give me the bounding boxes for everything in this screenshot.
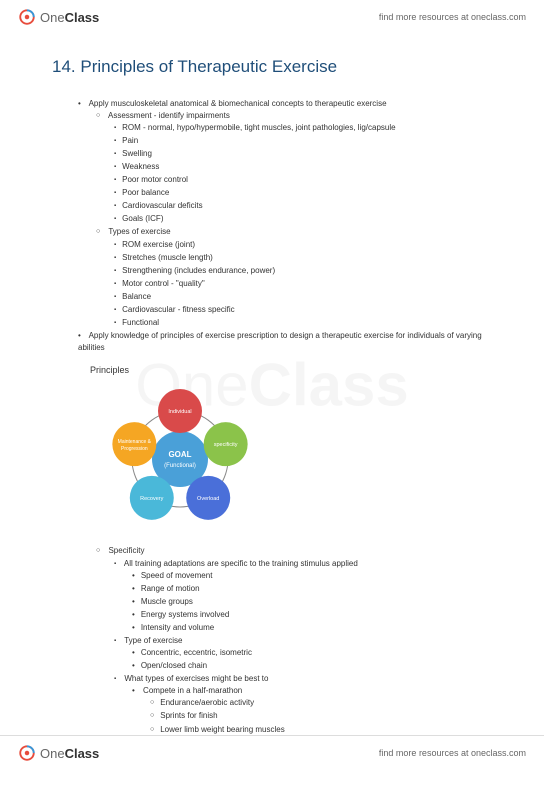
svg-text:(Functional): (Functional) — [164, 463, 196, 469]
page-header: OneClass find more resources at oneclass… — [0, 0, 544, 34]
list-item: Types of exercise ROM exercise (joint) St… — [96, 226, 499, 329]
list-item: Weakness — [114, 161, 499, 173]
svg-text:specificity: specificity — [214, 442, 238, 448]
list-item: Goals (ICF) — [114, 213, 499, 225]
list-item: Assessment - identify impairments ROM - … — [96, 110, 499, 226]
logo-bold: Class — [65, 10, 100, 25]
list-item: Cardiovascular - fitness specific — [114, 304, 499, 316]
document-body: 14. Principles of Therapeutic Exercise A… — [0, 34, 544, 808]
text: Motor control - "quality" — [122, 279, 205, 288]
list-item: Poor balance — [114, 187, 499, 199]
list-item: Intensity and volume — [132, 622, 499, 634]
list-item: Sprints for finish — [150, 710, 499, 723]
list-item: Specificity All training adaptations are… — [96, 545, 499, 762]
principles-diagram: GOAL (Functional) Individual specificity Ove… — [90, 381, 270, 531]
list-item: Muscle groups — [132, 596, 499, 608]
list-item: Range of motion — [132, 583, 499, 595]
text: Compete in a half-marathon — [143, 686, 242, 695]
list-item: Pain — [114, 135, 499, 147]
text: Assessment - identify impairments — [108, 111, 230, 120]
list-item: Motor control - "quality" — [114, 278, 499, 290]
text: ROM exercise (joint) — [122, 240, 195, 249]
logo-light: One — [40, 746, 65, 761]
list-item: Apply knowledge of principles of exercis… — [78, 330, 499, 354]
list-item: ROM exercise (joint) — [114, 239, 499, 251]
logo-text: OneClass — [40, 746, 99, 761]
svg-text:Progression: Progression — [121, 446, 148, 452]
text: Energy systems involved — [141, 610, 229, 619]
list-item: Apply musculoskeletal anatomical & biome… — [78, 98, 499, 329]
types-items: ROM exercise (joint) Stretches (muscle le… — [96, 239, 499, 329]
list-item: Speed of movement — [132, 570, 499, 582]
list-item: Stretches (muscle length) — [114, 252, 499, 264]
text: Apply knowledge of principles of exercis… — [78, 331, 482, 352]
text: Range of motion — [141, 584, 200, 593]
footer-link[interactable]: find more resources at oneclass.com — [379, 748, 526, 758]
list-item: All training adaptations are specific to… — [114, 558, 499, 634]
page-footer: OneClass find more resources at oneclass… — [0, 735, 544, 770]
svg-text:Overload: Overload — [197, 496, 219, 502]
list-item: Cardiovascular deficits — [114, 200, 499, 212]
header-link[interactable]: find more resources at oneclass.com — [379, 12, 526, 22]
brand-logo: OneClass — [18, 8, 99, 26]
list-item: Open/closed chain — [132, 660, 499, 672]
list-item: Concentric, eccentric, isometric — [132, 647, 499, 659]
text: Intensity and volume — [141, 623, 214, 632]
svg-text:GOAL: GOAL — [168, 450, 191, 459]
svg-text:Recovery: Recovery — [140, 496, 163, 502]
assessment-items: ROM - normal, hypo/hypermobile, tight mu… — [96, 122, 499, 225]
principles-diagram-wrap: Principles GOAL (Functional) Individual spe… — [90, 364, 499, 536]
text: Strengthening (includes endurance, power… — [122, 266, 275, 275]
text: Poor motor control — [122, 175, 188, 184]
svg-text:Individual: Individual — [168, 409, 191, 415]
text: Muscle groups — [141, 597, 193, 606]
text: Apply musculoskeletal anatomical & biome… — [89, 99, 387, 108]
text: Lower limb weight bearing muscles — [160, 725, 285, 734]
list-item: Balance — [114, 291, 499, 303]
text: Functional — [122, 318, 159, 327]
list-item: Endurance/aerobic activity — [150, 697, 499, 710]
brand-logo: OneClass — [18, 744, 99, 762]
text: Cardiovascular - fitness specific — [122, 305, 234, 314]
text: Pain — [122, 136, 138, 145]
logo-text: OneClass — [40, 10, 99, 25]
list-item: Swelling — [114, 148, 499, 160]
text: What types of exercises might be best to — [124, 674, 268, 683]
text: Goals (ICF) — [122, 214, 163, 223]
text: Type of exercise — [124, 636, 182, 645]
text: Concentric, eccentric, isometric — [141, 648, 252, 657]
text: Endurance/aerobic activity — [160, 698, 254, 707]
list-item: Poor motor control — [114, 174, 499, 186]
text: Cardiovascular deficits — [122, 201, 202, 210]
text: Weakness — [122, 162, 159, 171]
text: Stretches (muscle length) — [122, 253, 213, 262]
text: All training adaptations are specific to… — [124, 559, 358, 568]
list-item: ROM - normal, hypo/hypermobile, tight mu… — [114, 122, 499, 134]
logo-icon — [18, 744, 36, 762]
text: Open/closed chain — [141, 661, 207, 670]
svg-text:Maintenance &: Maintenance & — [118, 439, 152, 445]
logo-light: One — [40, 10, 65, 25]
diagram-label: Principles — [90, 364, 499, 378]
text: Speed of movement — [141, 571, 213, 580]
text: Poor balance — [122, 188, 169, 197]
logo-icon — [18, 8, 36, 26]
text: Types of exercise — [108, 227, 170, 236]
text: Specificity — [108, 546, 144, 555]
logo-bold: Class — [65, 746, 100, 761]
list-item: Strengthening (includes endurance, power… — [114, 265, 499, 277]
list-item: Energy systems involved — [132, 609, 499, 621]
text: Swelling — [122, 149, 152, 158]
list-item: Compete in a half-marathon Endurance/aer… — [132, 685, 499, 737]
text: ROM - normal, hypo/hypermobile, tight mu… — [122, 123, 395, 132]
page-title: 14. Principles of Therapeutic Exercise — [52, 54, 499, 80]
text: Sprints for finish — [160, 711, 217, 720]
text: Balance — [122, 292, 151, 301]
list-item: Type of exercise Concentric, eccentric, … — [114, 635, 499, 672]
list-item: Functional — [114, 317, 499, 329]
